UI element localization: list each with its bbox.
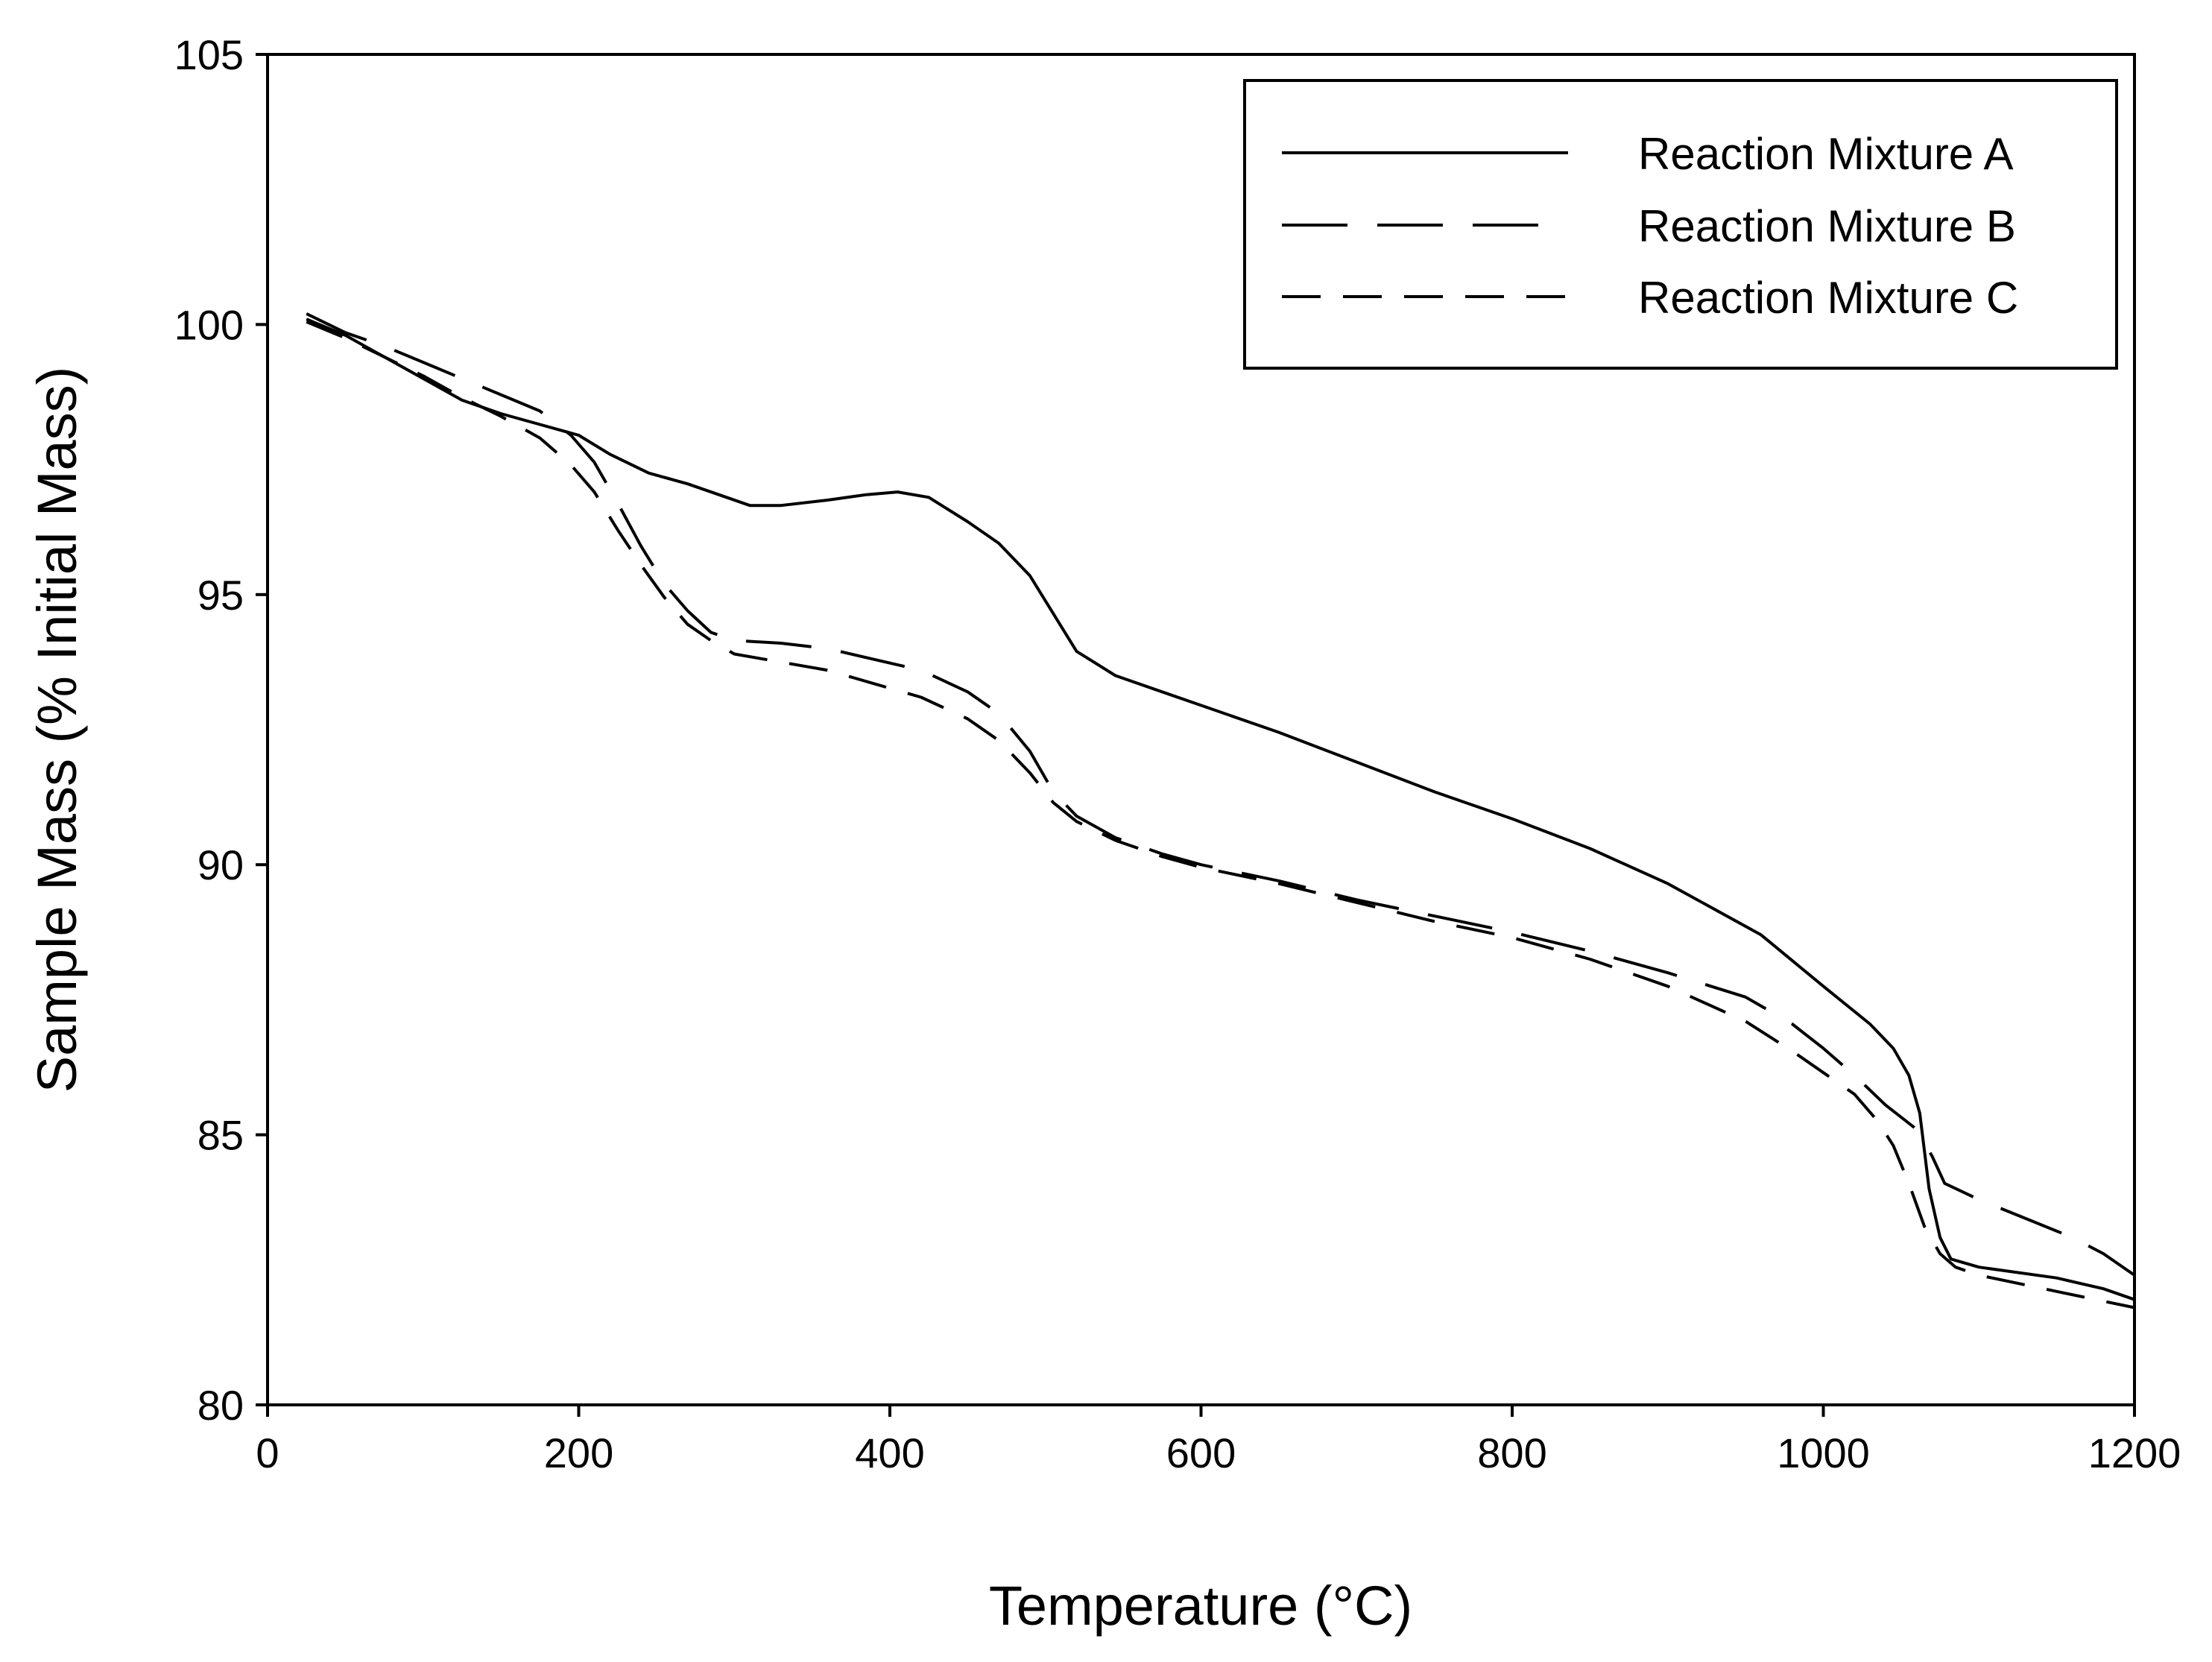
x-tick-label: 600 (1166, 1429, 1236, 1476)
x-tick-label: 1200 (2088, 1429, 2181, 1476)
x-tick-label: 1000 (1777, 1429, 1870, 1476)
legend-label-a: Reaction Mixture A (1638, 129, 2014, 179)
y-axis-title: Sample Mass (% Initial Mass) (26, 367, 88, 1093)
legend-label-b: Reaction Mixture B (1638, 201, 2016, 251)
x-tick-label: 200 (544, 1429, 613, 1476)
legend-label-c: Reaction Mixture C (1638, 273, 2018, 323)
y-tick-label: 95 (197, 572, 244, 619)
y-axis-ticks: 80 85 90 95 100 105 (174, 31, 268, 1429)
y-tick-label: 80 (197, 1382, 244, 1429)
y-tick-label: 85 (197, 1112, 244, 1159)
y-tick-label: 100 (174, 301, 244, 348)
y-tick-label: 105 (174, 31, 244, 78)
series-line-b (306, 312, 2136, 1277)
x-tick-label: 0 (256, 1429, 279, 1476)
x-tick-label: 800 (1477, 1429, 1546, 1476)
series-line-c (306, 320, 2135, 1309)
y-tick-label: 90 (197, 841, 244, 888)
series-layer (306, 312, 2136, 1309)
legend: Reaction Mixture A Reaction Mixture B Re… (1243, 79, 2118, 370)
x-axis-title: Temperature (°C) (989, 1575, 1412, 1637)
x-tick-label: 400 (855, 1429, 924, 1476)
x-axis-ticks: 0 200 400 600 800 1000 1200 (256, 1405, 2181, 1476)
series-line-a (306, 317, 2135, 1301)
